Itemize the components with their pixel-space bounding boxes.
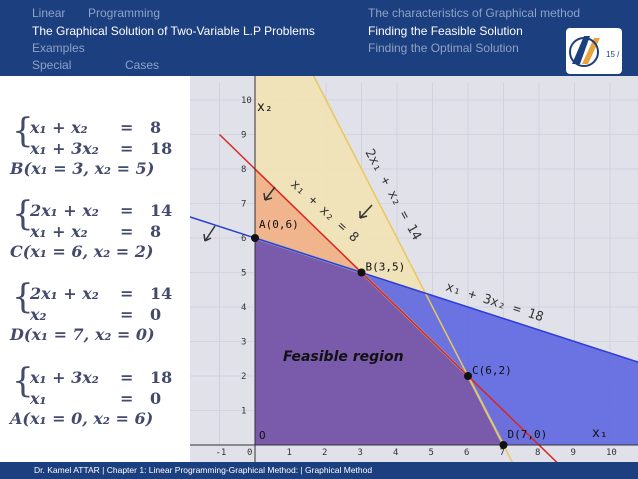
x-tick-label: 7 [500,448,505,458]
system-3-result: D(x₁ = 7, x₂ = 0) [10,325,155,344]
arrow-x1-3x2-le-18 [203,225,216,242]
line-x1-x2-8 [218,133,558,462]
x-axis-label: x₁ [592,426,608,441]
y-tick-label: 2 [241,372,246,382]
brace-4: { [12,361,34,401]
nav-finding-optimal[interactable]: Finding the Optimal Solution [368,41,519,55]
y-tick-label: 9 [241,131,246,141]
y-tick-label: 3 [241,338,246,348]
equals-sign: = [120,368,134,387]
y-tick-label: 8 [241,165,246,175]
nav-characteristics[interactable]: The characteristics of Graphical method [368,6,581,20]
y-tick-label: 10 [241,96,252,106]
page-counter: 15 / 42 [606,50,631,59]
vertex-point [251,234,259,242]
y-tick-label: 6 [241,234,246,244]
line-2x1-x2-14 [312,76,514,462]
system-1-eq-2-rhs: 18 [150,139,173,158]
system-4-eq-2: x₁ = 0 [30,389,161,408]
system-2-eq-2-rhs: 8 [150,222,162,241]
system-3-eq-1-lhs: 2x₁ + x₂ [30,284,99,303]
system-2-eq-1-lhs: 2x₁ + x₂ [30,201,99,220]
nav-linear[interactable]: Linear [32,6,66,20]
arrow-2x1-x2-le-14 [359,204,373,219]
vertex-label: A(0,6) [259,218,299,231]
system-1-eq-1-rhs: 8 [150,118,162,137]
footer-bar: Dr. Kamel ATTAR | Chapter 1: Linear Prog… [0,462,638,479]
nav-graphical-solution[interactable]: The Graphical Solution of Two-Variable L… [32,24,315,38]
system-3-eq-1-rhs: 14 [150,284,173,303]
nav-examples[interactable]: Examples [32,41,85,55]
vertex-point [464,372,472,380]
system-1-eq-1-lhs: x₁ + x₂ [30,118,88,137]
vertex-point [357,268,366,277]
system-4-eq-2-lhs: x₁ [30,389,47,408]
x-tick-label: 8 [535,448,540,458]
line-x1-3x2-18 [190,216,638,363]
system-2-eq-2: x₁ + x₂ = 8 [30,222,161,241]
vertex-point [499,441,508,449]
equals-sign: = [120,201,134,220]
equals-sign: = [120,139,134,158]
feasible-region-label: Feasible region [283,349,404,365]
university-logo [566,28,622,74]
vertex-label: C(6,2) [472,364,512,377]
system-4-result: A(x₁ = 0, x₂ = 6) [10,409,154,428]
system-2-eq-2-lhs: x₁ + x₂ [30,222,88,241]
equals-sign: = [120,222,134,241]
y-tick-label: 4 [241,303,246,313]
nav-programming[interactable]: Programming [88,6,161,20]
y-axis-label: x₂ [257,100,273,115]
vertex-label: D(7,0) [508,428,548,441]
y-tick-label: 1 [241,407,246,417]
system-4-eq-2-rhs: 0 [150,389,162,408]
x-tick-label: 3 [358,448,363,458]
y-tick-label: 7 [241,200,246,210]
x-tick-label: 0 [247,448,252,458]
equals-sign: = [120,305,134,324]
nav-finding-feasible[interactable]: Finding the Feasible Solution [368,24,523,38]
y-tick-label: 5 [241,269,246,279]
system-4-eq-1-rhs: 18 [150,368,173,387]
vertex-label: O [259,429,266,442]
x-tick-label: 10 [606,448,617,458]
system-3-eq-1: 2x₁ + x₂ = 14 [30,284,172,303]
brace-2: { [12,194,34,234]
system-2-eq-1: 2x₁ + x₂ = 14 [30,201,172,220]
x-tick-label: 4 [393,448,398,458]
brace-3: { [12,277,34,317]
x-tick-label: 9 [571,448,576,458]
system-1-eq-2-lhs: x₁ + 3x₂ [30,139,99,158]
brace-1: { [12,111,34,151]
system-3-eq-2: x₂ = 0 [30,305,161,324]
x-tick-label: 2 [322,448,327,458]
x-tick-label: 1 [287,448,292,458]
equals-sign: = [120,118,134,137]
system-4-eq-1: x₁ + 3x₂ = 18 [30,368,172,387]
x-tick-label: -1 [216,448,227,458]
system-1-result: B(x₁ = 3, x₂ = 5) [10,159,155,178]
system-3-eq-2-lhs: x₂ [30,305,47,324]
equals-sign: = [120,284,134,303]
header-bar: Linear Programming The Graphical Solutio… [0,0,638,76]
x-tick-label: 6 [464,448,469,458]
system-2-result: C(x₁ = 6, x₂ = 2) [10,242,154,261]
x-tick-label: 5 [429,448,434,458]
equals-sign: = [120,389,134,408]
system-1-eq-1: x₁ + x₂ = 8 [30,118,161,137]
arrow-x1-x2-le-8 [263,186,276,201]
system-4-eq-1-lhs: x₁ + 3x₂ [30,368,99,387]
nav-special[interactable]: Special [32,58,72,72]
nav-cases[interactable]: Cases [125,58,160,72]
footer-text: Dr. Kamel ATTAR | Chapter 1: Linear Prog… [34,465,373,475]
system-2-eq-1-rhs: 14 [150,201,173,220]
vertex-label: B(3,5) [366,261,406,274]
feasible-region [255,238,504,445]
system-1-eq-2: x₁ + 3x₂ = 18 [30,139,172,158]
system-3-eq-2-rhs: 0 [150,305,162,324]
